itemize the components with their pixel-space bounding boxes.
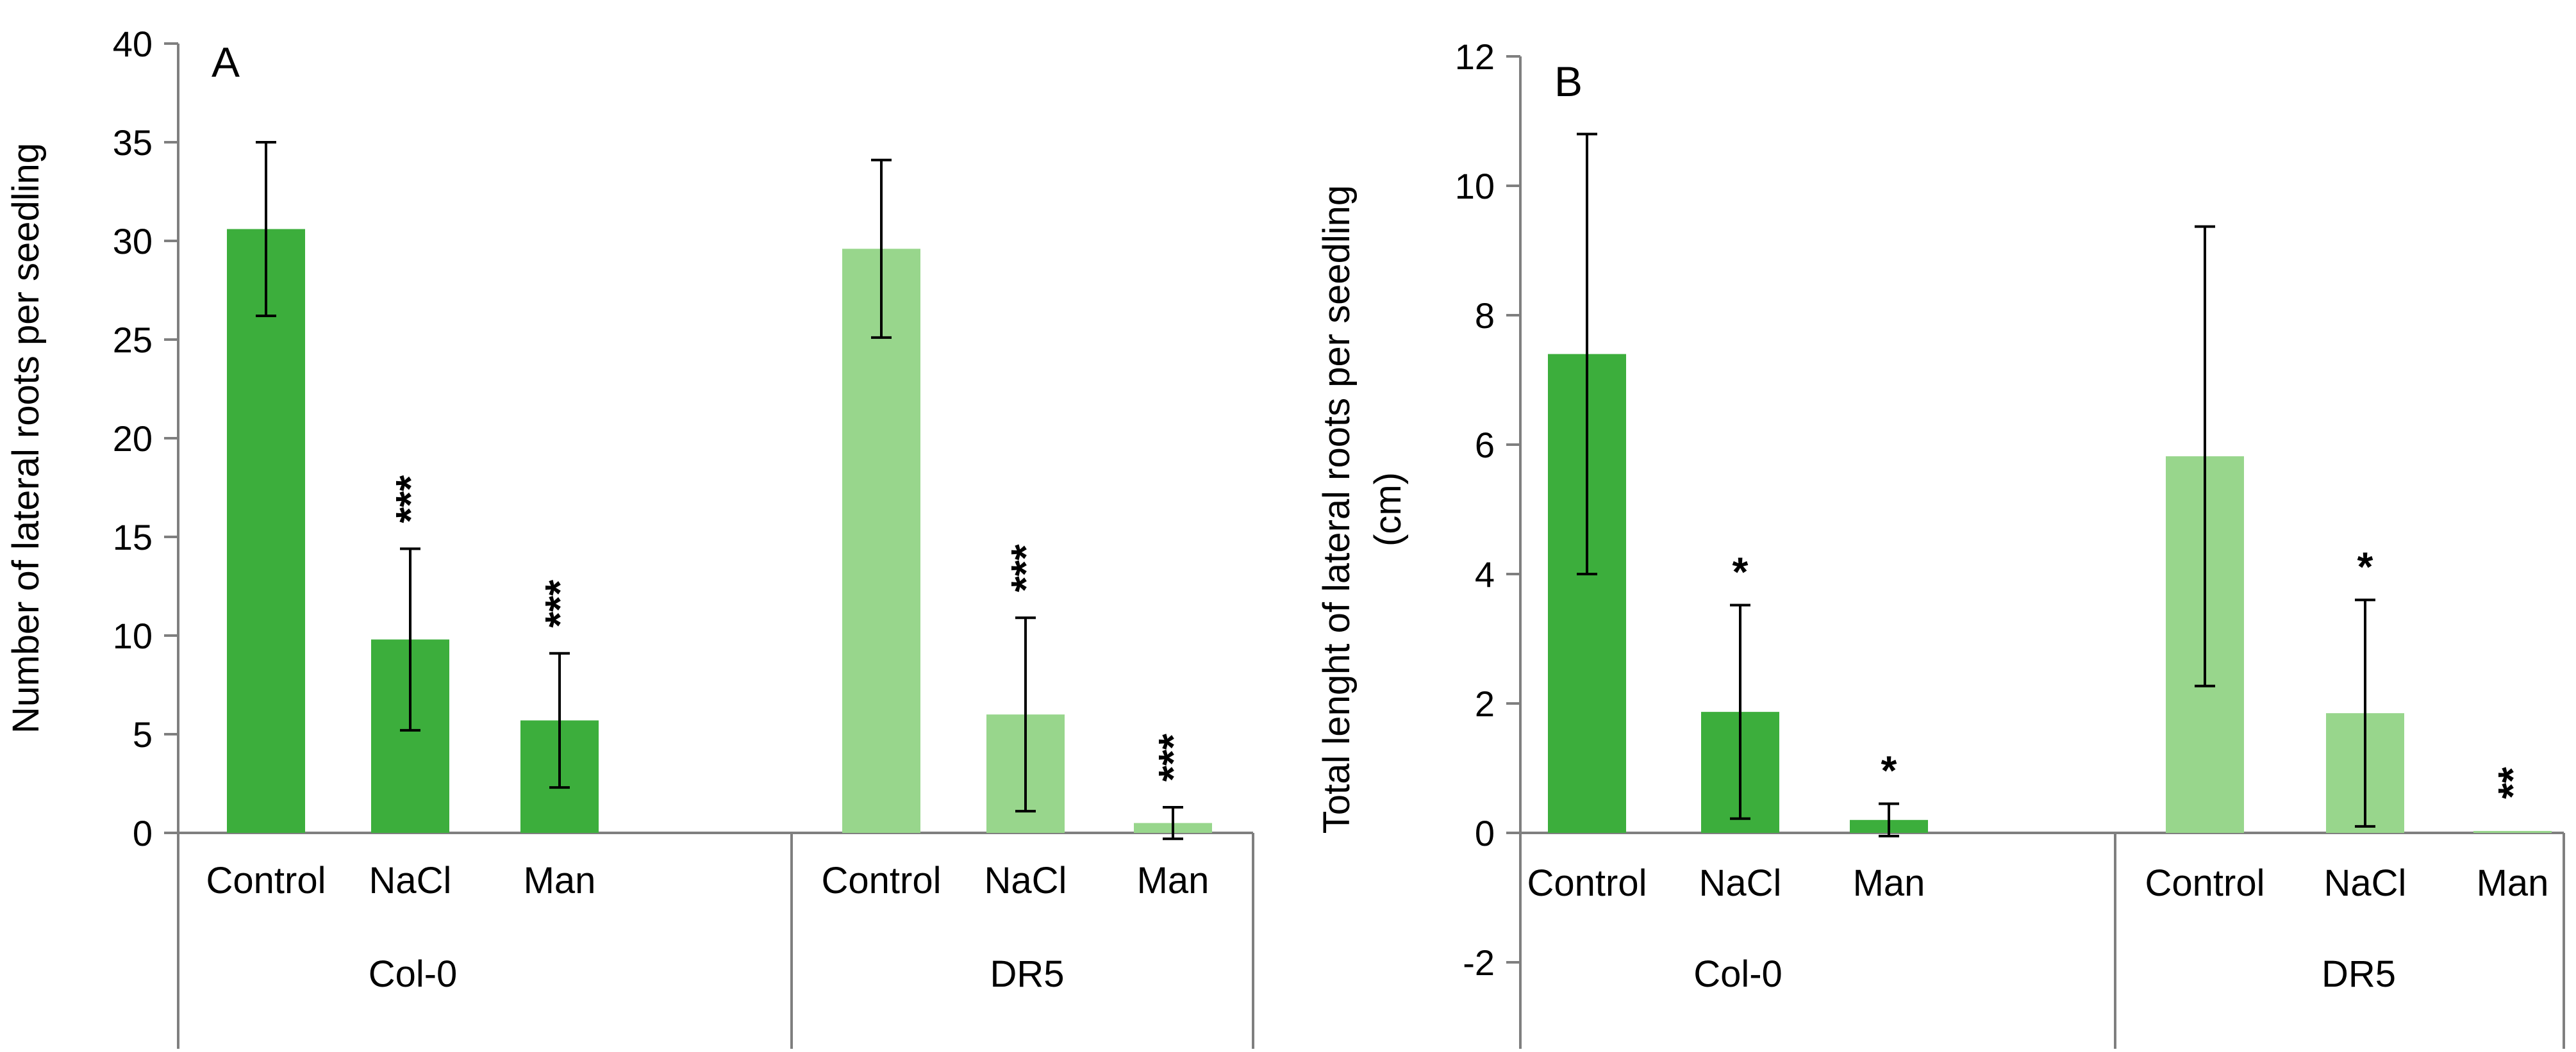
chartb-category-label: Man bbox=[2477, 862, 2549, 904]
chartb-significance-label: * bbox=[1881, 748, 1897, 794]
chartb-category-label: Man bbox=[1853, 862, 1925, 904]
chartb-y-axis-title-line: Total lenght of lateral roots per seedli… bbox=[1316, 185, 1358, 834]
chartb-significance-label: * bbox=[2357, 543, 2373, 589]
charta-bar-DR5-Control bbox=[842, 249, 920, 833]
charta-significance-label: *** bbox=[1150, 734, 1196, 782]
chartb-category-label: Control bbox=[1527, 862, 1647, 904]
chartb-category-label: NaCl bbox=[1699, 862, 1782, 904]
charta-y-tick-label: 40 bbox=[113, 24, 153, 64]
chartb-y-tick-label: 8 bbox=[1475, 295, 1495, 336]
chartb-y-tick-label: 6 bbox=[1475, 425, 1495, 465]
charta-y-tick-label: 0 bbox=[133, 813, 153, 853]
chartb-y-tick-label: 10 bbox=[1455, 166, 1495, 206]
chartb-group-label: Col-0 bbox=[1693, 953, 1782, 995]
chartb-category-label: Control bbox=[2145, 862, 2265, 904]
chartb-panel-label: B bbox=[1554, 58, 1583, 105]
charta-y-tick-label: 10 bbox=[113, 616, 153, 656]
charta-group-label: DR5 bbox=[990, 953, 1064, 995]
chartb-y-tick-label: -2 bbox=[1463, 942, 1495, 983]
chartb-bar-DR5-Man bbox=[2473, 830, 2552, 833]
charta-significance-label: *** bbox=[1002, 544, 1049, 592]
charta-group-label: Col-0 bbox=[369, 953, 458, 995]
chartb-significance-label: ** bbox=[2489, 767, 2536, 799]
chartb-y-axis-title-line: (cm) bbox=[1367, 472, 1409, 547]
chartb-category-label: NaCl bbox=[2324, 862, 2407, 904]
charta-y-tick-label: 15 bbox=[113, 517, 153, 557]
chartb-y-tick-label: 0 bbox=[1475, 813, 1495, 853]
chartb-group-label: DR5 bbox=[2322, 953, 2396, 995]
charta-category-label: NaCl bbox=[369, 860, 452, 901]
charta-category-label: Man bbox=[1137, 860, 1209, 901]
charta-category-label: Man bbox=[524, 860, 596, 901]
chartb-y-tick-label: 2 bbox=[1475, 684, 1495, 724]
charta-y-tick-label: 25 bbox=[113, 320, 153, 360]
charta-category-label: Control bbox=[822, 860, 942, 901]
charta-y-tick-label: 35 bbox=[113, 122, 153, 163]
chartb-y-tick-label: 4 bbox=[1475, 554, 1495, 595]
charta-significance-label: *** bbox=[387, 475, 433, 523]
charta-y-tick-label: 30 bbox=[113, 221, 153, 261]
chartb-significance-label: * bbox=[1733, 548, 1749, 595]
charta-category-label: Control bbox=[206, 860, 326, 901]
charta-category-label: NaCl bbox=[985, 860, 1067, 901]
charta-y-tick-label: 5 bbox=[133, 714, 153, 755]
chartb-y-tick-label: 12 bbox=[1455, 37, 1495, 77]
charta-y-axis-title: Number of lateral roots per seedling bbox=[5, 143, 47, 734]
charta-significance-label: *** bbox=[536, 580, 583, 628]
charta-panel-label: A bbox=[212, 38, 240, 86]
charta-y-tick-label: 20 bbox=[113, 418, 153, 459]
charta-bar-Col-0-Control bbox=[227, 229, 305, 833]
